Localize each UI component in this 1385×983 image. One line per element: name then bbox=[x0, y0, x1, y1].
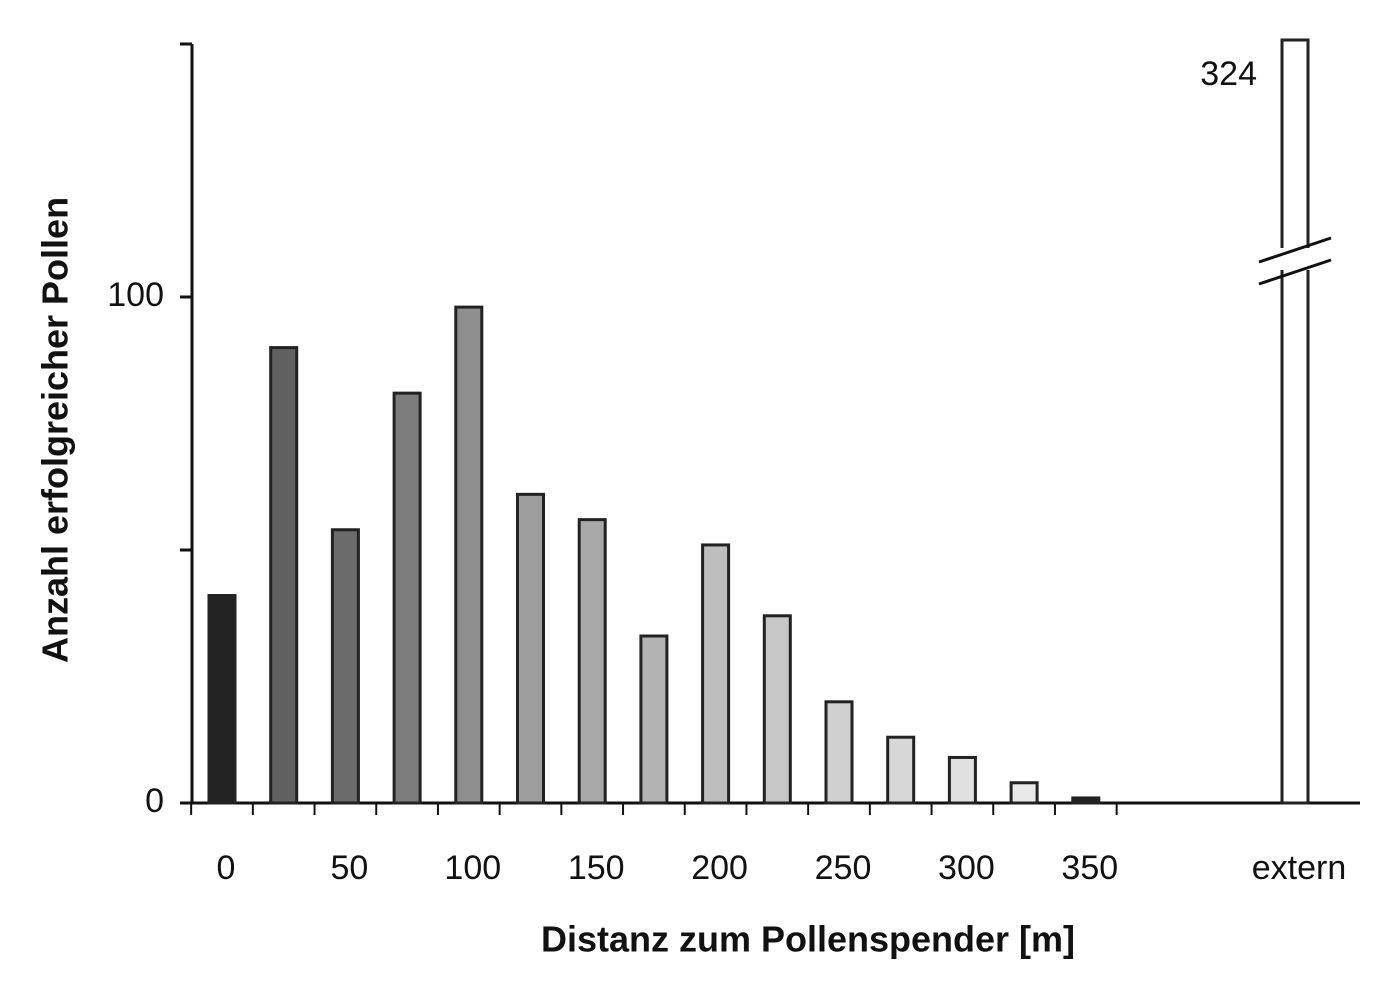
bar bbox=[207, 594, 237, 805]
x-tick-label: 50 bbox=[330, 849, 368, 887]
value-label: 324 bbox=[1200, 55, 1257, 93]
x-tick-label: 0 bbox=[217, 849, 236, 887]
bar bbox=[762, 614, 792, 805]
y-axis-label: Anzahl erfolgreicher Pollen bbox=[35, 197, 76, 663]
x-tick-label: 150 bbox=[568, 849, 625, 887]
bar bbox=[1009, 781, 1039, 805]
bar bbox=[1071, 796, 1101, 805]
axis-break-mark bbox=[1258, 258, 1332, 286]
y-tick-label: 100 bbox=[107, 276, 164, 314]
x-tick-label: 350 bbox=[1061, 849, 1118, 887]
bar bbox=[701, 543, 731, 805]
x-tick-label: 100 bbox=[444, 849, 501, 887]
bar bbox=[639, 634, 669, 805]
axis-break-mark bbox=[1258, 236, 1332, 264]
x-axis-label: Distanz zum Pollenspender [m] bbox=[541, 919, 1075, 960]
bar bbox=[330, 528, 360, 805]
y-tick-label: 0 bbox=[145, 782, 164, 820]
x-tick-label: 300 bbox=[938, 849, 995, 887]
x-tick-label: 250 bbox=[815, 849, 872, 887]
bar bbox=[392, 391, 422, 805]
bar bbox=[824, 700, 854, 805]
x-tick-label: 200 bbox=[691, 849, 748, 887]
bar bbox=[269, 346, 299, 805]
bar bbox=[886, 735, 916, 805]
bar bbox=[947, 755, 977, 805]
bar bbox=[454, 305, 484, 805]
x-tick-label: extern bbox=[1252, 849, 1347, 887]
bar bbox=[577, 518, 607, 805]
bar bbox=[516, 492, 545, 805]
bar bbox=[1280, 38, 1310, 805]
